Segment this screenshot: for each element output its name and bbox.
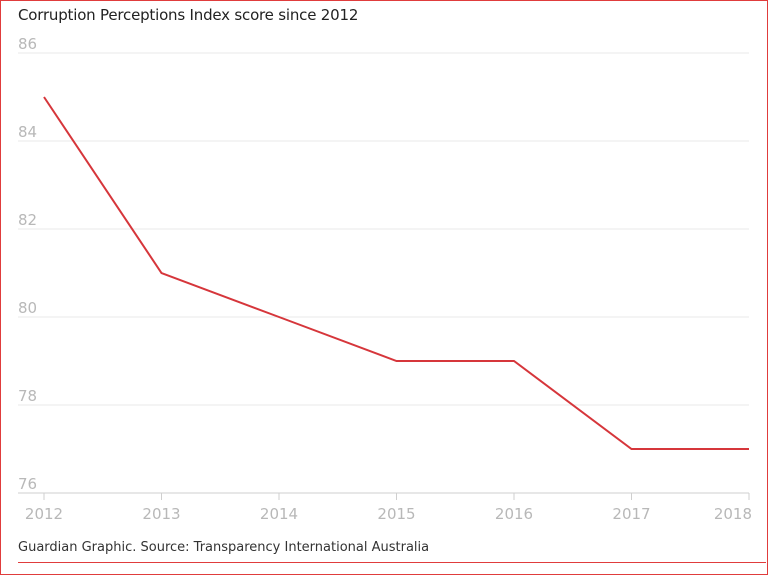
- bottom-rule: [18, 562, 766, 563]
- x-tick-label: 2017: [612, 505, 650, 523]
- x-tick-label: 2015: [377, 505, 415, 523]
- chart-title: Corruption Perceptions Index score since…: [18, 6, 359, 24]
- y-tick-label: 84: [18, 123, 37, 141]
- grid-lines: [18, 52, 749, 494]
- series-lines: [43, 96, 749, 450]
- y-tick-label: 76: [18, 475, 37, 493]
- y-tick-label: 78: [18, 387, 37, 405]
- source-note: Guardian Graphic. Source: Transparency I…: [18, 540, 430, 555]
- x-tick-label: 2016: [495, 505, 533, 523]
- x-tick-label: 2012: [25, 505, 63, 523]
- x-tick-label: 2013: [142, 505, 180, 523]
- series-line: [43, 96, 749, 450]
- x-tick-label: 2018: [714, 505, 752, 523]
- y-axis-ticks: 76 78 80 82 84 86: [18, 35, 37, 493]
- x-tick-label: 2014: [260, 505, 298, 523]
- y-tick-label: 82: [18, 211, 37, 229]
- y-tick-label: 80: [18, 299, 37, 317]
- y-tick-label: 86: [18, 35, 37, 53]
- x-axis-ticks: 2012 2013 2014 2015 2016 2017 2018: [25, 493, 752, 523]
